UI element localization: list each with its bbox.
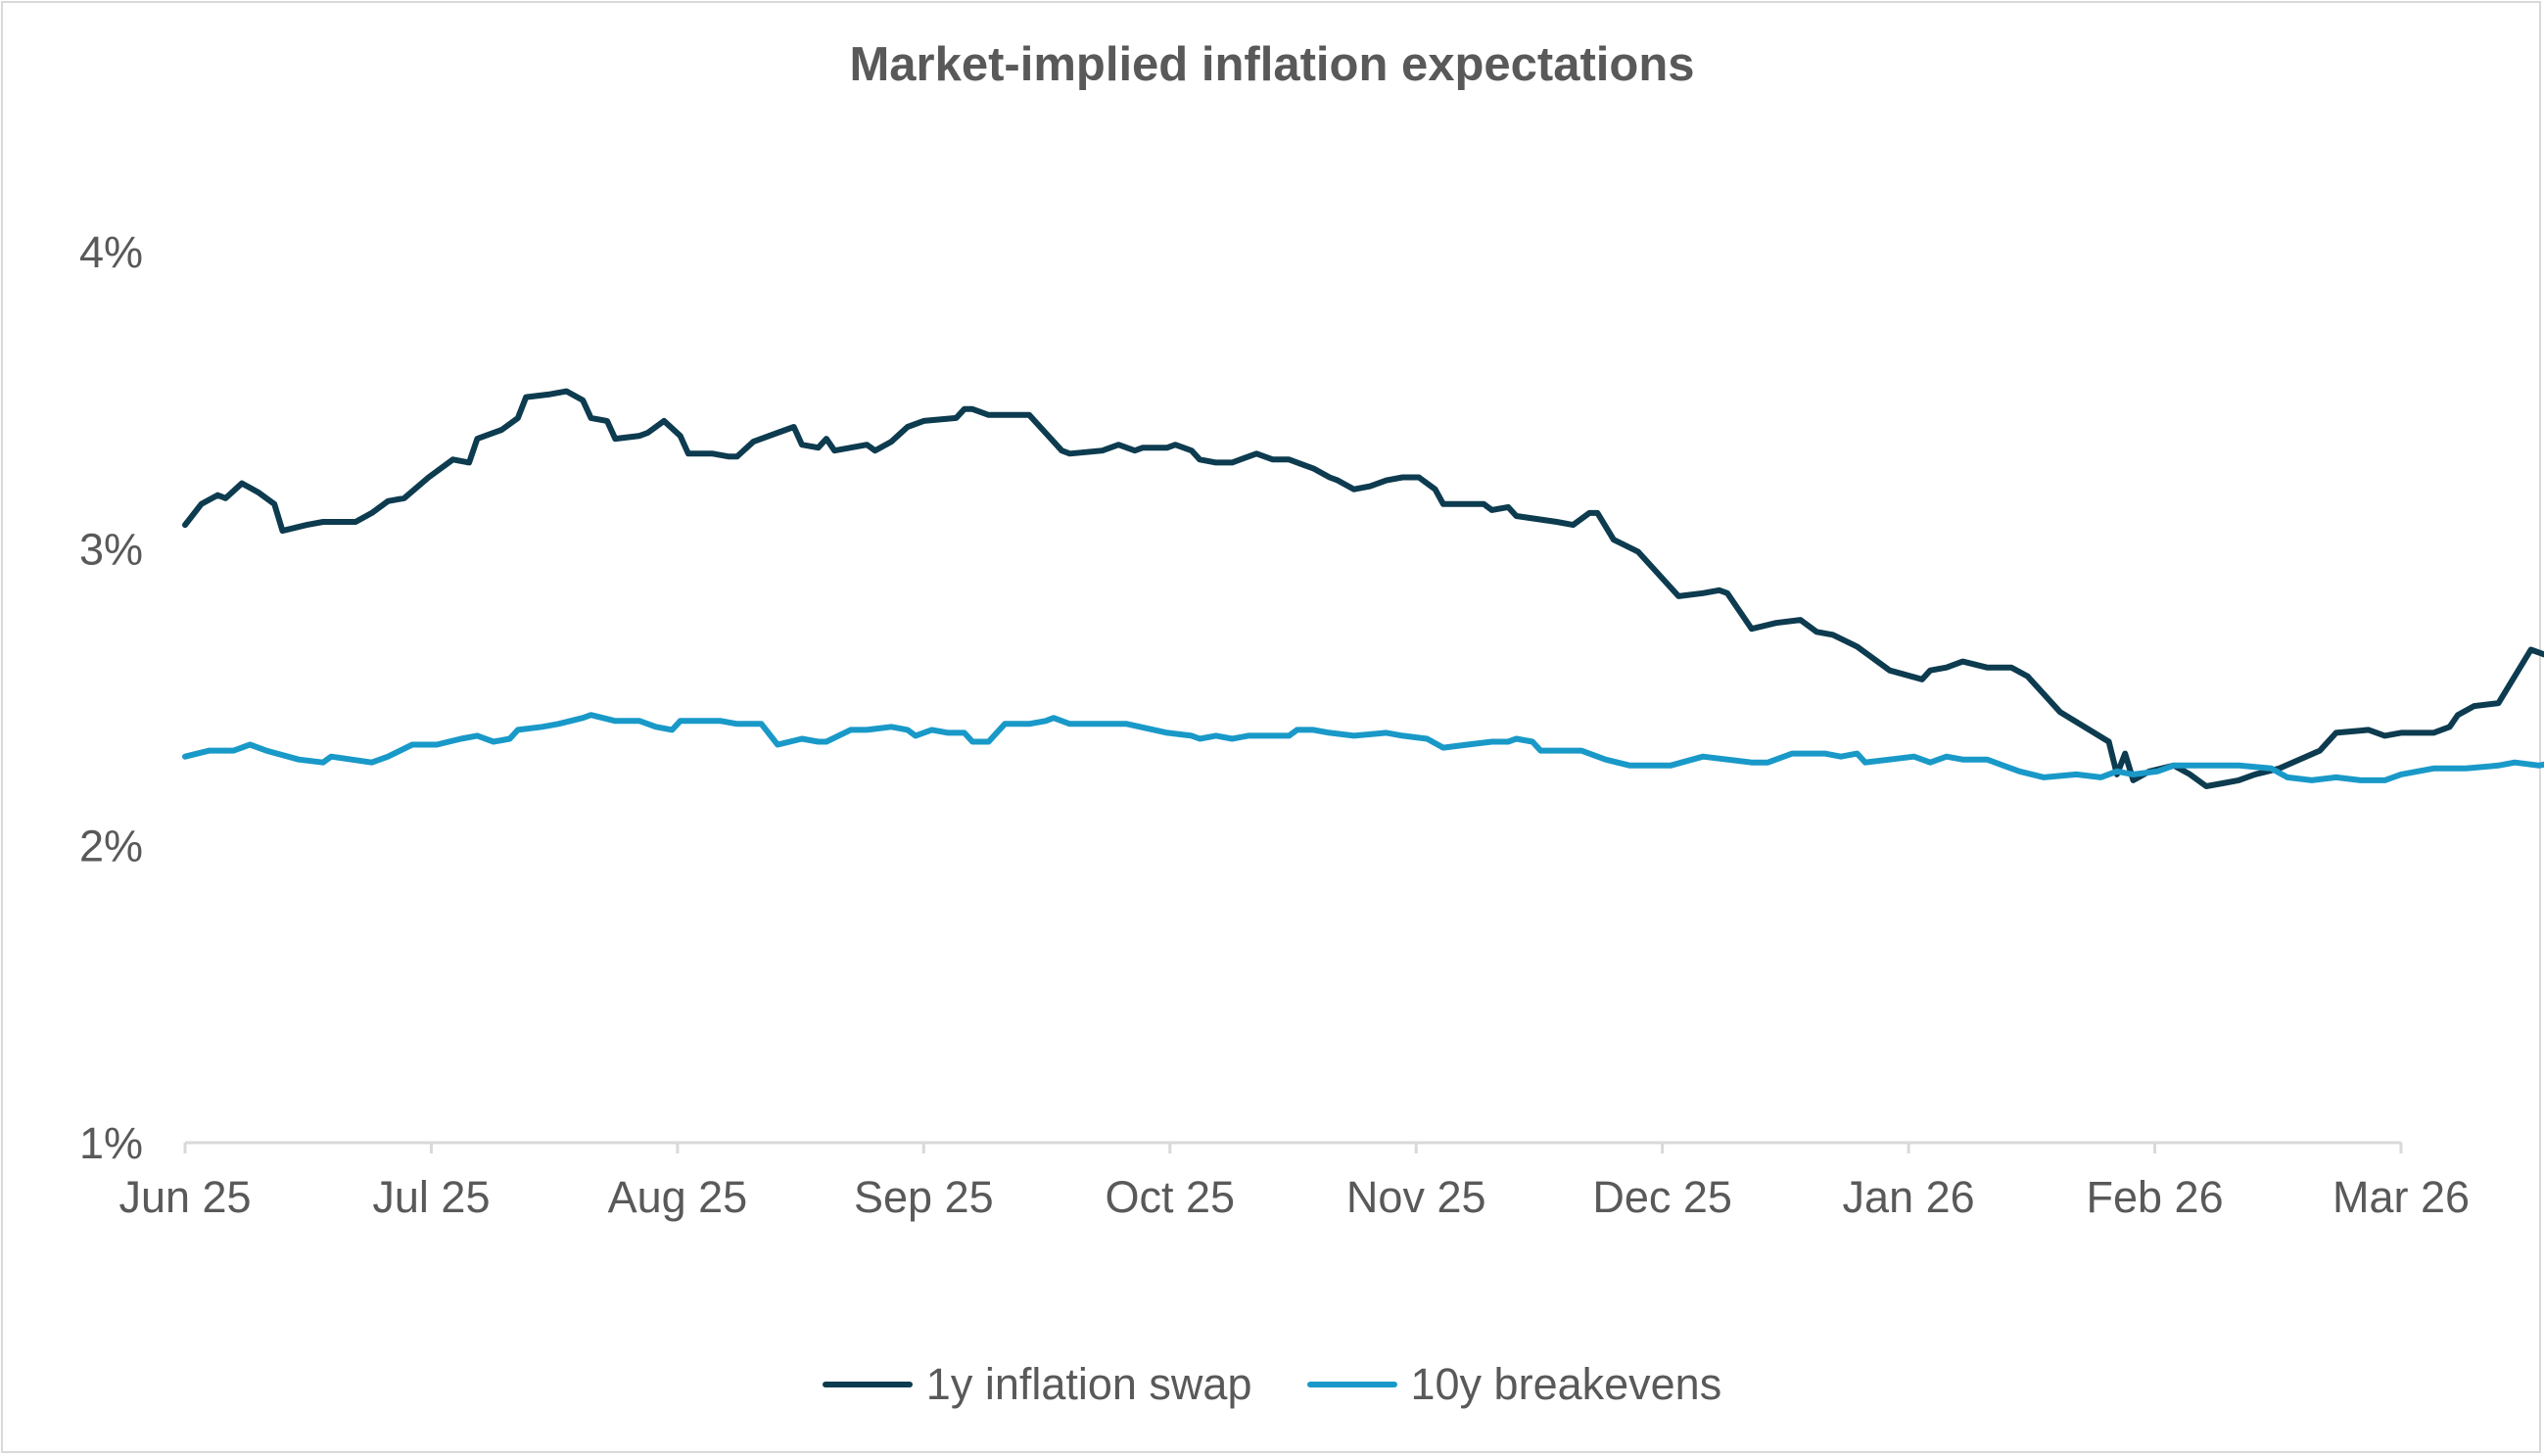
legend-label-10y-breakevens: 10y breakevens — [1410, 1359, 1722, 1409]
x-tick-label-dec-25: Dec 25 — [1592, 1172, 1732, 1222]
legend-item-1y-inflation-swap: 1y inflation swap — [822, 1359, 1252, 1410]
x-tick-label-nov-25: Nov 25 — [1346, 1172, 1486, 1222]
y-axis-tick-labels: 1% 2% 3% 4% — [79, 227, 143, 1168]
x-tick-label-jun-25: Jun 25 — [118, 1172, 251, 1222]
x-tick-label-sep-25: Sep 25 — [854, 1172, 994, 1222]
x-tick-label-jul-25: Jul 25 — [372, 1172, 490, 1222]
x-axis: Jun 25 Jul 25 Aug 25 Sep 25 Oct 25 Nov 25 Dec … — [118, 1141, 2470, 1222]
series-line-10y-breakevens — [182, 712, 2544, 783]
y-tick-label-1: 1% — [79, 1118, 143, 1168]
series-line-1y-inflation-swap — [182, 388, 2544, 789]
legend: 1y inflation swap 10y breakevens — [0, 1359, 2544, 1410]
x-tick-label-aug-25: Aug 25 — [608, 1172, 748, 1222]
series-lines — [182, 388, 2544, 789]
x-tick-label-oct-25: Oct 25 — [1105, 1172, 1235, 1222]
legend-swatch-10y-breakevens — [1306, 1382, 1397, 1387]
legend-label-1y-inflation-swap: 1y inflation swap — [925, 1359, 1252, 1409]
legend-swatch-1y-inflation-swap — [822, 1382, 913, 1387]
x-tick-label-jan-26: Jan 26 — [1843, 1172, 1975, 1222]
y-tick-label-3: 3% — [79, 524, 143, 574]
y-tick-label-2: 2% — [79, 822, 143, 871]
y-tick-label-4: 4% — [79, 227, 143, 277]
legend-item-10y-breakevens: 10y breakevens — [1306, 1359, 1722, 1410]
x-tick-label-feb-26: Feb 26 — [2087, 1172, 2224, 1222]
x-tick-label-mar-26: Mar 26 — [2332, 1172, 2470, 1222]
chart-title: Market-implied inflation expectations — [849, 38, 1695, 91]
